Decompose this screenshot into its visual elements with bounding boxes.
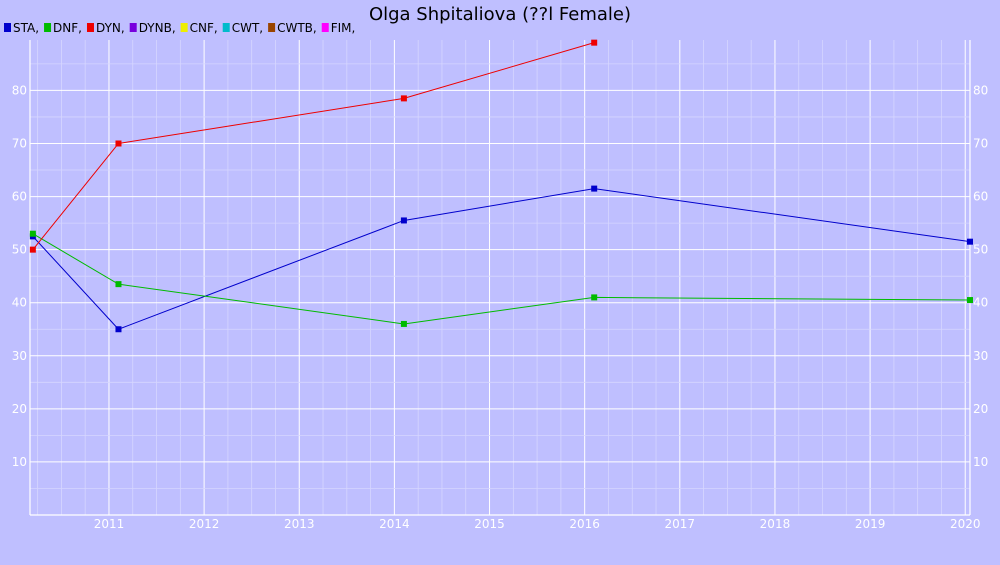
data-point-dnf-1 <box>115 281 122 288</box>
y-tick-label-left-6: 70 <box>12 136 27 150</box>
x-tick-label-3: 2014 <box>379 517 410 531</box>
legend-swatch-7 <box>321 23 329 32</box>
legend-swatch-3 <box>129 23 137 32</box>
data-point-dyn-1 <box>115 140 122 147</box>
x-tick-label-4: 2015 <box>474 517 505 531</box>
legend-swatch-1 <box>44 23 52 32</box>
data-point-dnf-3 <box>591 294 598 301</box>
data-point-dnf-0 <box>29 230 36 237</box>
legend-label-1: DNF, <box>53 21 82 35</box>
y-tick-label-left-5: 60 <box>12 190 27 204</box>
y-tick-label-left-2: 30 <box>12 349 27 363</box>
axes <box>29 40 971 516</box>
x-tick-label-1: 2012 <box>189 517 220 531</box>
y-tick-label-left-1: 20 <box>12 402 27 416</box>
legend-label-2: DYN, <box>96 21 125 35</box>
legend-swatch-6 <box>268 23 276 32</box>
data-point-dyn-0 <box>29 246 36 253</box>
y-tick-label-right-6: 70 <box>973 136 988 150</box>
legend-label-4: CNF, <box>190 21 218 35</box>
x-tick-label-6: 2017 <box>665 517 696 531</box>
y-tick-label-right-0: 10 <box>973 455 988 469</box>
legend-label-7: FIM, <box>331 21 356 35</box>
data-point-dnf-4 <box>967 297 973 304</box>
series-line-dyn <box>32 42 595 250</box>
chart-title: Olga Shpitaliova (??l Female) <box>369 4 631 25</box>
data-point-dnf-2 <box>400 320 407 327</box>
data-point-sta-2 <box>400 217 407 224</box>
data-point-sta-3 <box>591 185 598 192</box>
x-tick-label-2: 2013 <box>284 517 315 531</box>
tick-labels: 2011 2012 2013 2014 2015 2016 2017 2018 2019 2020… <box>12 83 989 531</box>
x-tick-label-0: 2011 <box>94 517 125 531</box>
series-lines <box>29 39 973 333</box>
y-tick-label-right-7: 80 <box>973 83 988 97</box>
data-point-sta-4 <box>967 238 973 245</box>
data-point-sta-1 <box>115 326 122 333</box>
legend-label-5: CWT, <box>232 21 263 35</box>
legend: STA, DNF, DYN, DYNB, CNF, CWT, CWTB, FIM, <box>4 21 355 35</box>
data-point-dyn-3 <box>591 39 598 46</box>
y-tick-label-left-4: 50 <box>12 243 27 257</box>
y-tick-label-left-3: 40 <box>12 296 27 310</box>
y-tick-label-right-2: 30 <box>973 349 988 363</box>
y-tick-label-left-7: 80 <box>12 83 27 97</box>
grid <box>30 40 970 515</box>
legend-swatch-4 <box>180 23 188 32</box>
y-tick-label-right-5: 60 <box>973 190 988 204</box>
data-point-dyn-2 <box>400 95 407 102</box>
legend-label-0: STA, <box>13 21 39 35</box>
y-tick-label-right-1: 20 <box>973 402 988 416</box>
legend-swatch-2 <box>86 23 94 32</box>
legend-label-3: DYNB, <box>139 21 176 35</box>
legend-swatch-0 <box>4 23 11 32</box>
legend-swatch-5 <box>222 23 230 32</box>
y-tick-label-left-0: 10 <box>12 455 27 469</box>
x-tick-label-7: 2018 <box>760 517 791 531</box>
x-tick-label-8: 2019 <box>855 517 886 531</box>
x-tick-label-9: 2020 <box>950 517 981 531</box>
y-tick-label-right-4: 50 <box>973 243 988 257</box>
x-tick-label-5: 2016 <box>569 517 600 531</box>
legend-label-6: CWTB, <box>277 21 317 35</box>
y-tick-label-right-3: 40 <box>973 296 988 310</box>
